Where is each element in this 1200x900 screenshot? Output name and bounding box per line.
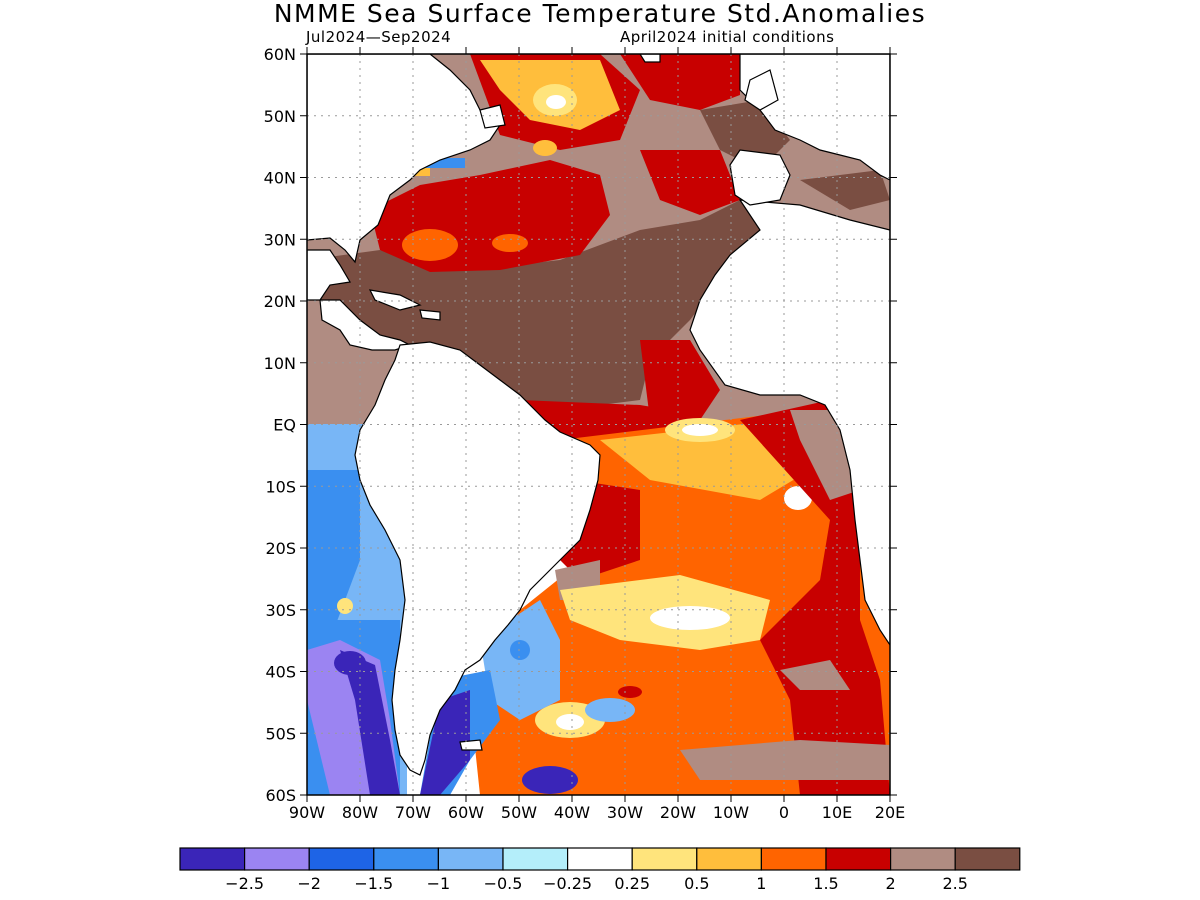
period-label: Jul2024—Sep2024 [306,28,452,46]
colorbar-swatch-0 [179,847,246,871]
lat-label: 10N [264,354,296,373]
colorbar-label: 2 [886,874,896,893]
lat-label: 60S [265,786,296,805]
lon-label: 50W [501,803,537,822]
lon-label: 20E [875,803,905,822]
lat-label: 20N [264,292,296,311]
mediterranean-anomaly [800,170,890,210]
patagonian-shelf-cool-anomaly [510,640,530,660]
south-atlantic-warm-anomaly [682,424,718,436]
lon-label: 80W [342,803,378,822]
colorbar-label: −1.5 [354,874,393,893]
south-atlantic-warm-anomaly [600,420,810,500]
pacific-cool-anomaly [307,470,360,640]
lon-label: 10E [822,803,852,822]
colorbar-swatch-11 [889,847,956,871]
colorbar-swatch-5 [502,847,569,871]
warm-eddy-patch [618,686,642,698]
hispaniola-island [419,309,441,321]
cool-eddy-patch [585,698,635,722]
colorbar-label: −0.25 [543,874,592,893]
colorbar-label: 2.5 [942,874,967,893]
cuba-island [368,289,422,311]
southern-ocean-anomaly [780,660,850,690]
colorbar-label: −1 [427,874,451,893]
axis-ticks [300,47,897,802]
warm-core-patch [546,95,566,109]
uk-island [744,69,779,111]
central-america-land [307,249,412,351]
lat-label: 50N [264,107,296,126]
colorbar-swatch-12 [954,847,1021,871]
colorbar-label: 0.25 [614,874,650,893]
lon-label: 10W [713,803,749,822]
lon-label: 70W [395,803,431,822]
colorbar-swatch-9 [760,847,827,871]
iceland-island [639,54,661,63]
sst-anomaly-field [307,54,890,795]
lon-label: 40W [554,803,590,822]
lon-label: 90W [289,803,325,822]
north-america-land [307,54,501,264]
warm-core-patch [402,229,458,261]
colorbar-swatch-8 [696,847,762,871]
lat-label: 20S [265,539,296,558]
pacific-warm-spot [337,598,353,614]
africa-land [689,199,890,647]
newfoundland-island [479,104,506,129]
colorbar-swatch-3 [373,847,439,871]
north-atlantic-warm-anomaly [640,150,740,215]
lat-label: EQ [273,416,296,435]
south-america-land [354,341,601,776]
pacific-cool-anomaly [334,651,366,675]
warm-core-patch [492,234,528,252]
patagonian-shelf-cool-anomaly [420,690,470,795]
lat-label: 60N [264,45,296,64]
lat-label: 30N [264,230,296,249]
subtropical-warm-patch [556,714,584,730]
tropical-warm-tongue [640,340,720,420]
warm-core-patch [533,140,557,156]
colorbar-label: 1.5 [813,874,838,893]
lat-label: 40N [264,169,296,188]
colorbar-label: −0.5 [484,874,523,893]
iberia-land [729,149,791,206]
land-masses [307,54,890,776]
lat-label: 30S [265,601,296,620]
colorbar-label: −2 [297,874,321,893]
colorbar-swatch-2 [308,847,375,871]
initial-conditions-label: April2024 initial conditions [620,28,835,46]
lon-label: 20W [660,803,696,822]
colorbar [179,847,1021,871]
colorbar-label: 0.5 [684,874,709,893]
lon-label: 0 [779,803,789,822]
graticule [307,54,890,795]
colorbar-swatch-1 [244,847,310,871]
map-title: NMME Sea Surface Temperature Std.Anomali… [273,0,927,28]
lon-label: 30W [607,803,643,822]
pacific-cool-anomaly [340,650,400,795]
drake-passage-cool-anomaly [522,766,578,794]
southern-ocean-anomaly [680,740,890,780]
colorbar-swatch-10 [825,847,892,871]
gulf-stream-cool-patch [420,158,465,168]
colorbar-swatch-7 [631,847,698,871]
north-atlantic-warm-anomaly [620,54,740,110]
colorbar-label: −2.5 [225,874,264,893]
lon-label: 60W [448,803,484,822]
lat-label: 50S [265,724,296,743]
colorbar-label: 1 [756,874,766,893]
falkland-islands [459,739,483,751]
colorbar-swatch-6 [566,847,633,871]
colorbar-swatch-4 [437,847,504,871]
lat-label: 40S [265,663,296,682]
subtropical-warm-patch [650,606,730,630]
lat-label: 10S [265,477,296,496]
